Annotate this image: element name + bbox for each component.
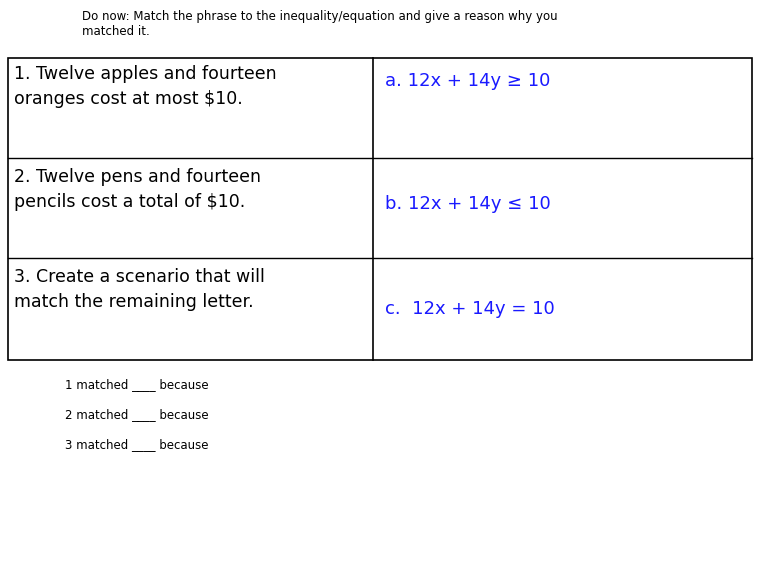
Text: 3 matched ____ because: 3 matched ____ because bbox=[65, 438, 208, 451]
Text: 3. Create a scenario that will
match the remaining letter.: 3. Create a scenario that will match the… bbox=[14, 268, 265, 311]
Text: 1. Twelve apples and fourteen
oranges cost at most $10.: 1. Twelve apples and fourteen oranges co… bbox=[14, 65, 276, 108]
Text: 1 matched ____ because: 1 matched ____ because bbox=[65, 378, 209, 391]
Text: b. 12x + 14y ≤ 10: b. 12x + 14y ≤ 10 bbox=[385, 195, 551, 213]
Text: Do now: Match the phrase to the inequality/equation and give a reason why you
ma: Do now: Match the phrase to the inequali… bbox=[82, 10, 558, 38]
Text: c.  12x + 14y = 10: c. 12x + 14y = 10 bbox=[385, 300, 554, 318]
Text: a. 12x + 14y ≥ 10: a. 12x + 14y ≥ 10 bbox=[385, 72, 551, 90]
Text: 2 matched ____ because: 2 matched ____ because bbox=[65, 408, 209, 421]
Text: 2. Twelve pens and fourteen
pencils cost a total of $10.: 2. Twelve pens and fourteen pencils cost… bbox=[14, 168, 261, 211]
Bar bbox=[8, 58, 752, 360]
